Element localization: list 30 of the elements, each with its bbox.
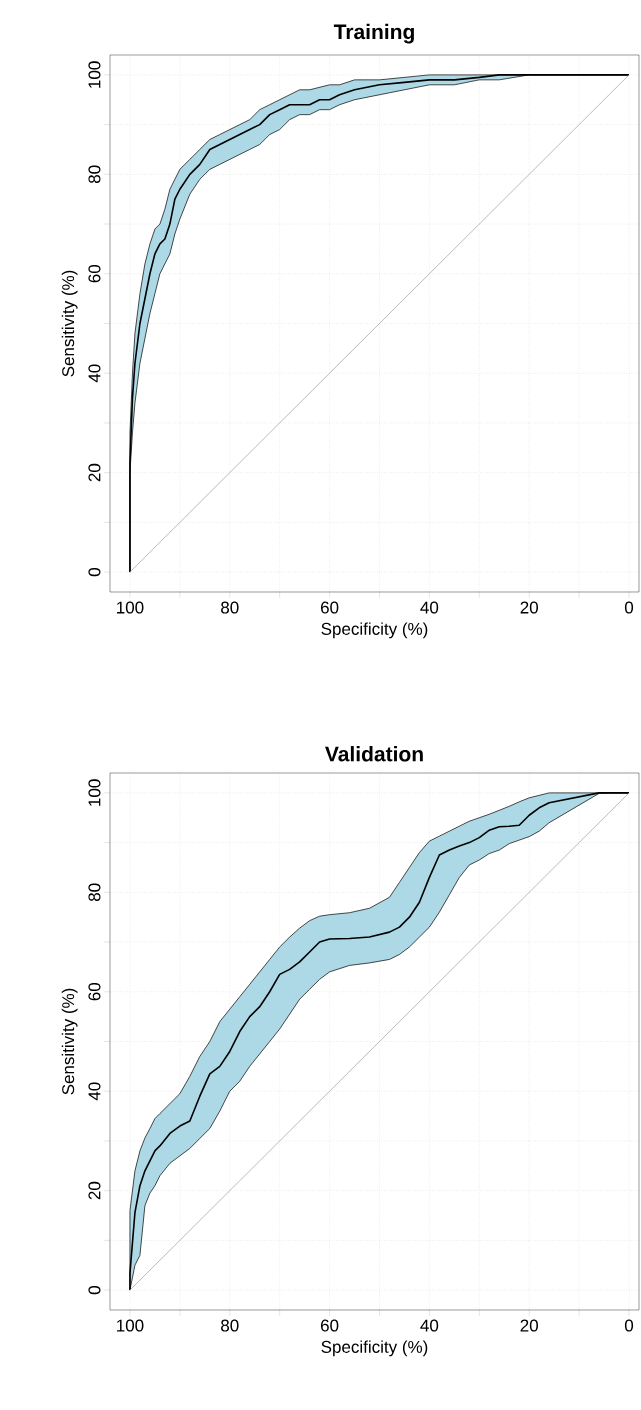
y-tick-label: 0: [88, 1286, 101, 1295]
x-tick-label: 60: [320, 1319, 339, 1332]
y-tick-label: 100: [88, 779, 101, 806]
y-tick-label: 80: [88, 165, 101, 184]
x-tick-label: 0: [624, 601, 634, 614]
y-tick-label: 60: [88, 264, 101, 283]
y-axis-title: Sensitivity (%): [61, 270, 78, 377]
x-tick-label: 80: [221, 1319, 239, 1332]
y-tick-label: 40: [88, 1082, 101, 1101]
y-tick-label: 20: [88, 463, 101, 482]
chart-title: Validation: [325, 746, 423, 762]
x-tick-label: 0: [624, 1319, 634, 1332]
x-tick-label: 60: [320, 601, 339, 614]
x-tick-label: 20: [520, 601, 538, 614]
x-axis-title: Specificity (%): [321, 622, 428, 639]
x-tick-label: 100: [117, 601, 144, 614]
x-tick-label: 80: [221, 601, 239, 614]
chart-title: Training: [333, 23, 414, 44]
x-axis-title: Specificity (%): [321, 1340, 428, 1357]
y-tick-label: 0: [88, 568, 101, 577]
y-tick-label: 80: [88, 883, 101, 902]
y-tick-label: 20: [88, 1181, 101, 1200]
x-tick-label: 20: [520, 1319, 538, 1332]
x-tick-label: 40: [420, 1319, 439, 1332]
x-tick-label: 100: [117, 1319, 144, 1332]
y-tick-label: 40: [88, 364, 101, 383]
x-tick-label: 40: [420, 601, 439, 614]
y-tick-label: 60: [88, 982, 101, 1001]
y-tick-label: 100: [88, 61, 101, 88]
y-axis-title: Sensitivity (%): [61, 988, 78, 1095]
